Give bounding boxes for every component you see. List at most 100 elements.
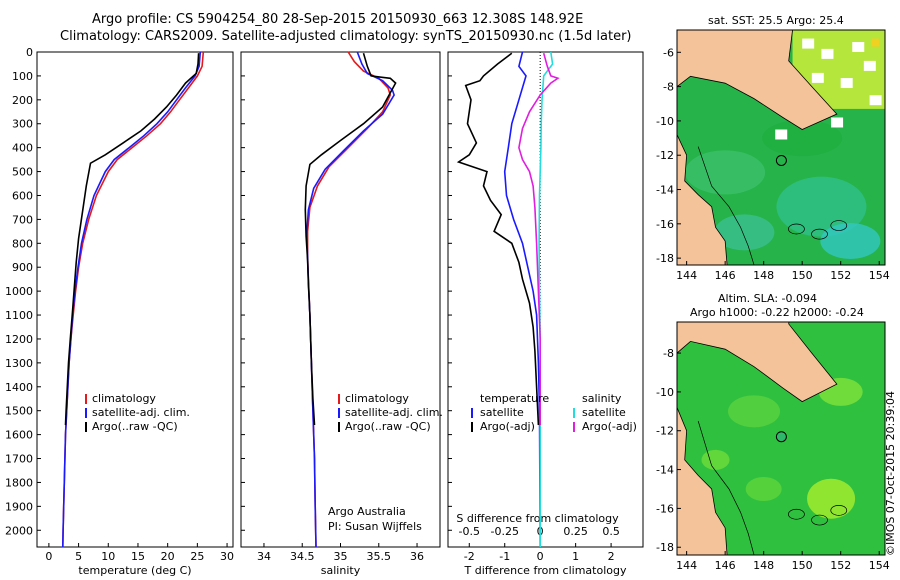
map-xtick-label-sst_map-0: 144 [676,269,697,282]
ytick-label-temperature-11: 1100 [5,309,33,322]
ytick-label-temperature-4: 400 [12,142,33,155]
annotation-argo-australia: Argo Australia [328,505,406,518]
ytick-label-temperature-2: 200 [12,94,33,107]
xlabel-difference: T difference from climatology [464,564,627,577]
map-xtick-label-sla_map-0: 144 [676,559,697,572]
ytick-label-temperature-17: 1700 [5,453,33,466]
xlabel-top-difference: S difference from climatology [456,512,619,525]
map-xtick-label-sst_map-4: 152 [830,269,851,282]
land-new-guinea [677,322,838,403]
xtick-label-temperature-1: 5 [75,550,82,563]
cloud-gap-8 [869,95,882,106]
cloud-gap-0 [802,38,815,49]
map-xtick-label-sla_map-5: 154 [869,559,890,572]
map-xtick-label-sst_map-1: 146 [715,269,736,282]
reef-islet-0 [788,223,805,235]
legend-diff-header-temperature: temperature [480,392,549,405]
reef-islet-2 [830,504,848,516]
xtick-label-salinity-0: 34 [257,550,271,563]
map-xtick-label-sst_map-5: 154 [869,269,890,282]
figure-title-line1: Argo profile: CS 5904254_80 28-Sep-2015 … [92,12,584,27]
map-xtick-label-sla_map-4: 152 [830,559,851,572]
ocean-patch-sst_map-4 [762,120,843,157]
cloud-gap-1 [821,48,834,59]
ocean-patch-sst_map-3 [714,214,775,251]
ocean-patch-sla_map-3 [745,476,782,501]
legend-diff-label-0: satellite [480,406,524,419]
map-ytick-label-sst_map-2: -10 [656,115,674,128]
imos-credit: ©IMOS 07-Oct-2015 20:39:04 [884,390,897,556]
ytick-label-temperature-8: 800 [12,237,33,250]
xtick-label-difference-2: 0 [537,550,544,563]
xtick-label-difference-4: 2 [608,550,615,563]
legend-temperature-label-1: satellite-adj. clim. [92,406,190,419]
xtick-label-difference-1: -1 [499,550,510,563]
map-frame-sla_map [676,321,886,556]
xtick-label-salinity-3: 35.5 [367,550,392,563]
ytick-label-temperature-5: 500 [12,166,33,179]
map-ytick-label-sst_map-3: -12 [656,149,674,162]
map-ytick-label-sla_map-0: -8 [663,347,674,360]
ocean-patch-sst_map-0 [685,150,766,195]
map-xtick-label-sla_map-1: 146 [715,559,736,572]
xtick-top-label-4: 0.5 [602,525,620,538]
figure-title-line2: Climatology: CARS2009. Satellite-adjuste… [60,29,632,44]
map-ytick-label-sst_map-1: -8 [663,81,674,94]
series-line-salinity-2 [304,52,397,426]
series-line-temperature-2 [64,53,200,426]
map-ytick-label-sla_map-5: -18 [656,541,674,554]
xlabel-temperature: temperature (deg C) [78,564,191,577]
ocean-patch-sst_map-2 [820,222,881,259]
map-ytick-label-sst_map-6: -18 [656,252,674,265]
sla-map-title-line2: Argo h1000: -0.22 h2000: -0.24 [690,306,864,319]
land-queensland [677,134,728,265]
xtick-label-salinity-1: 34.5 [290,550,315,563]
ytick-label-temperature-1: 100 [12,70,33,83]
ytick-label-temperature-15: 1500 [5,405,33,418]
argo-location-marker-sla_map [775,431,787,443]
ytick-label-temperature-19: 1900 [5,500,33,513]
legend-salinity-label-2: Argo(..raw -QC) [345,420,431,433]
xtick-label-temperature-2: 10 [101,550,115,563]
legend-temperature-label-0: climatology [92,392,156,405]
reef-contour [697,420,755,555]
series-line-difference-2 [538,51,554,547]
map-ytick-label-sst_map-0: -6 [663,46,674,59]
legend-diff-label-1: Argo(-adj) [480,420,535,433]
ocean-patch-sla_map-4 [701,449,730,470]
land-queensland [677,407,728,555]
map-ytick-label-sla_map-1: -10 [656,386,674,399]
xtick-label-difference-3: 1 [572,550,579,563]
land-new-guinea [677,30,838,130]
xtick-top-label-3: 0.25 [563,525,588,538]
map-xtick-label-sla_map-2: 148 [753,559,774,572]
plot-frame-temperature [36,51,234,548]
annotation-pi: PI: Susan Wijffels [328,520,422,533]
map-xtick-label-sst_map-2: 148 [753,269,774,282]
xtick-label-temperature-3: 15 [131,550,145,563]
cloud-gap-9 [775,129,788,140]
xtick-label-temperature-0: 0 [45,550,52,563]
plot-frame-salinity [240,51,441,548]
reef-islet-2 [830,220,848,231]
ytick-label-temperature-20: 2000 [5,524,33,537]
map-xtick-label-sla_map-3: 150 [792,559,813,572]
reef-islet-1 [811,514,828,526]
series-line-difference-1 [456,52,540,426]
xtick-label-difference-0: -2 [464,550,475,563]
map-area-sla_map [677,322,885,555]
ocean-patch-sla_map-2 [807,478,856,519]
xtick-label-temperature-5: 25 [190,550,204,563]
cloud-gap-2 [852,42,865,53]
xtick-label-temperature-6: 30 [220,550,234,563]
reef-contour [697,146,755,265]
map-ytick-label-sla_map-4: -16 [656,502,674,515]
sla-map-title-line1: Altim. SLA: -0.094 [718,292,818,305]
cloud-gap-3 [863,60,876,71]
map-ytick-label-sst_map-4: -14 [656,184,674,197]
ytick-label-temperature-0: 0 [26,46,33,59]
ytick-label-temperature-18: 1800 [5,476,33,489]
ocean-patch-sla_map-0 [728,395,781,428]
xtick-top-label-1: -0.25 [490,525,518,538]
map-ytick-label-sla_map-2: -12 [656,425,674,438]
